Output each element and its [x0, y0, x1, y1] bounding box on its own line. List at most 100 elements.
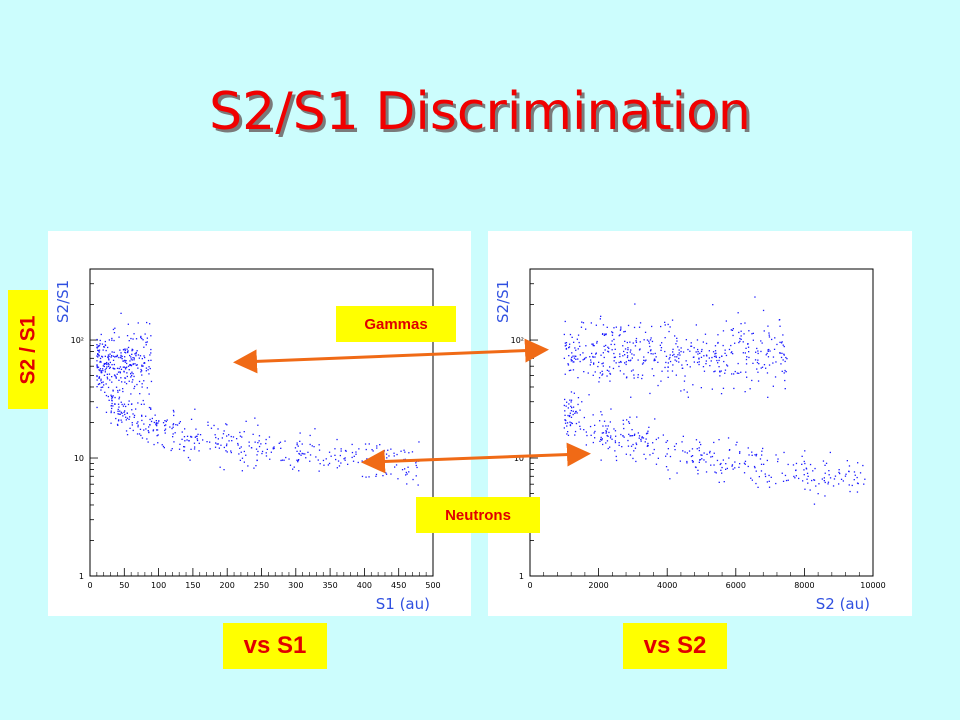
- data-point: [131, 424, 133, 426]
- data-point: [110, 422, 112, 424]
- data-point: [675, 360, 678, 362]
- data-point: [255, 465, 257, 467]
- data-point: [150, 408, 152, 410]
- data-point: [108, 339, 110, 341]
- data-point: [633, 374, 635, 376]
- x-tick-label: 0: [87, 581, 92, 590]
- data-point: [582, 352, 584, 354]
- data-point: [118, 367, 120, 370]
- data-point: [126, 372, 128, 374]
- data-point: [731, 373, 733, 375]
- data-point: [364, 443, 367, 445]
- data-point: [122, 405, 125, 407]
- data-point: [131, 353, 133, 355]
- data-point: [698, 449, 700, 452]
- data-point: [272, 447, 274, 449]
- data-point: [596, 342, 598, 344]
- data-point: [661, 342, 663, 344]
- data-point: [602, 352, 604, 354]
- data-point: [732, 353, 734, 355]
- data-point: [124, 381, 126, 383]
- data-point: [187, 456, 190, 459]
- data-point: [569, 424, 572, 427]
- data-point: [127, 403, 130, 406]
- data-point: [667, 323, 669, 326]
- vs-s1-label: vs S1: [223, 623, 327, 669]
- data-point: [571, 336, 573, 338]
- data-point: [645, 433, 648, 435]
- data-point: [682, 435, 684, 437]
- data-point: [607, 346, 609, 348]
- data-point: [760, 470, 763, 472]
- data-point: [119, 413, 121, 415]
- data-point: [720, 462, 722, 465]
- data-point: [118, 398, 120, 400]
- data-point: [601, 438, 603, 440]
- data-point: [764, 473, 766, 475]
- data-point: [619, 334, 621, 336]
- data-point: [740, 338, 742, 340]
- data-point: [254, 441, 256, 443]
- data-point: [252, 433, 254, 435]
- data-point: [137, 367, 139, 369]
- data-point: [403, 458, 405, 461]
- data-point: [575, 410, 577, 413]
- data-point: [98, 355, 100, 357]
- data-point: [572, 413, 574, 416]
- data-point: [674, 356, 676, 358]
- data-point: [314, 428, 316, 430]
- data-point: [611, 340, 613, 342]
- data-point: [292, 468, 294, 470]
- data-point: [618, 365, 620, 368]
- data-point: [143, 355, 145, 357]
- data-point: [738, 466, 740, 468]
- data-point: [695, 439, 698, 441]
- data-point: [115, 417, 117, 420]
- data-point: [622, 435, 624, 437]
- data-point: [297, 445, 299, 447]
- data-point: [272, 448, 274, 450]
- data-point: [613, 343, 616, 346]
- data-point: [625, 361, 627, 363]
- data-point: [751, 479, 753, 481]
- data-point: [121, 412, 123, 414]
- data-point: [131, 375, 133, 377]
- data-point: [602, 373, 604, 375]
- data-point: [575, 358, 577, 360]
- data-point: [345, 450, 347, 452]
- data-point: [141, 337, 143, 340]
- data-point: [395, 464, 398, 466]
- data-point: [102, 381, 104, 383]
- data-point: [125, 416, 127, 418]
- data-point: [720, 370, 722, 372]
- data-point: [598, 377, 601, 379]
- data-point: [142, 399, 144, 402]
- data-point: [758, 476, 760, 478]
- data-point: [385, 453, 388, 455]
- data-point: [582, 359, 584, 361]
- data-point: [629, 454, 632, 456]
- data-point: [615, 459, 618, 462]
- data-point: [96, 375, 98, 377]
- data-point: [733, 387, 735, 390]
- data-point: [98, 377, 100, 379]
- data-point: [148, 406, 151, 409]
- data-point: [255, 448, 258, 450]
- data-point: [283, 459, 285, 461]
- data-point: [309, 454, 312, 456]
- data-point: [700, 454, 702, 456]
- data-point: [150, 352, 152, 354]
- data-point: [721, 466, 723, 469]
- data-point: [585, 431, 587, 433]
- data-point: [588, 394, 590, 396]
- data-point: [752, 339, 754, 341]
- data-point: [600, 438, 602, 441]
- data-point: [575, 355, 577, 357]
- data-point: [675, 374, 677, 376]
- data-point: [133, 416, 135, 418]
- data-point: [152, 430, 154, 432]
- data-point: [106, 378, 109, 380]
- data-point: [113, 332, 116, 334]
- data-point: [804, 488, 806, 490]
- data-point: [102, 365, 104, 367]
